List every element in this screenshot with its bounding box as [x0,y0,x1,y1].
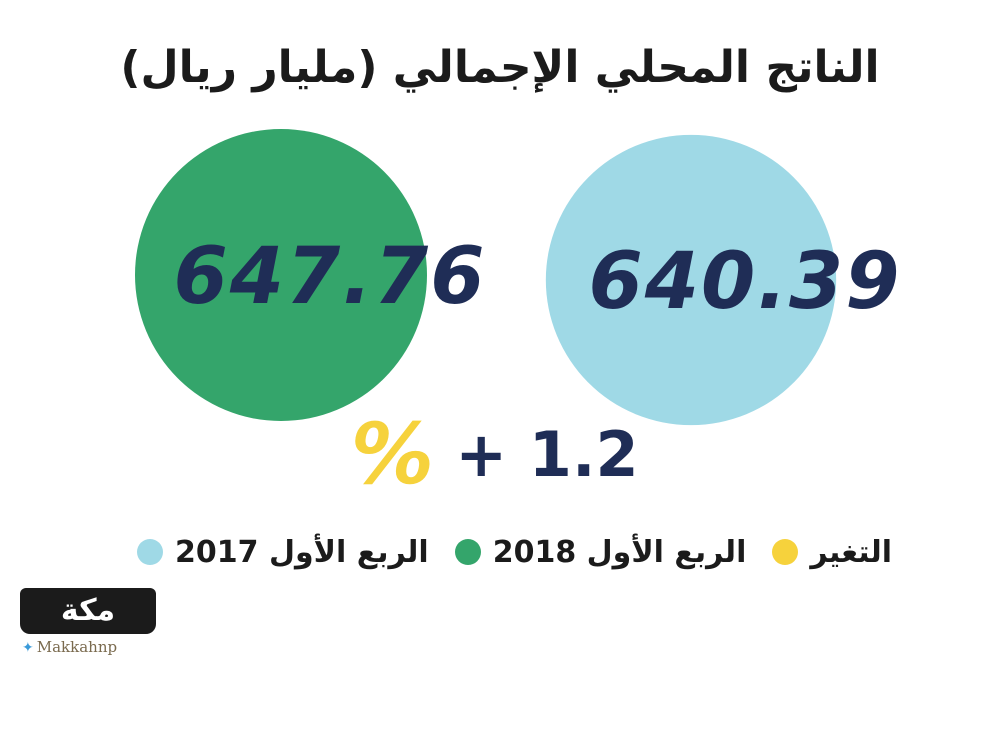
legend-label-2018: الربع الأول 2018 [492,534,747,570]
legend-dot-2017 [137,539,164,565]
bubble-2017 [545,134,837,426]
legend-item-change: التغير [772,535,892,570]
legend-item-2018: الربع الأول 2018 [454,534,747,570]
legend-item-2017: الربع الأول 2017 [137,535,429,570]
twitter-handle: ✦ Makkahnp [22,638,117,656]
change-indicator: % + 1.2 [341,405,639,505]
change-value: + 1.2 [455,417,639,491]
logo-mark: مكة [20,588,156,634]
bubble-2018 [135,129,427,421]
percent-symbol: % [341,405,443,503]
legend-label-change: التغير [810,534,892,570]
twitter-bird-icon: ✦ [22,640,34,656]
legend: الربع الأول 2017 الربع الأول 2018 التغير [137,530,892,574]
bubble-value-2017: 640.39 [589,237,902,327]
legend-dot-change [772,539,799,565]
twitter-handle-text: Makkahnp [36,638,118,656]
bubble-value-2018: 647.76 [174,232,487,322]
legend-dot-2018 [454,539,481,565]
chart-title: الناتج المحلي الإجمالي (مليار ريال) [120,42,880,93]
makkah-logo: مكة ✦ Makkahnp [18,588,158,668]
bubble-chart: 640.39 647.76 [135,129,902,426]
legend-label-2017: الربع الأول 2017 [175,534,429,570]
